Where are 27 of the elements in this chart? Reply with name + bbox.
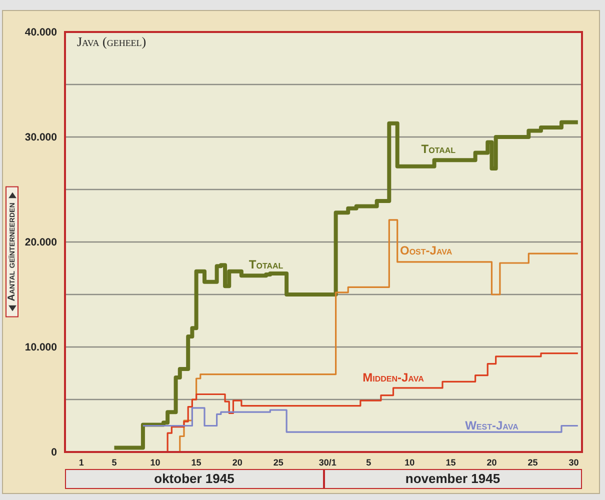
x-tick-label: 30/1 (318, 457, 336, 468)
x-tick-label: 5 (112, 457, 117, 468)
y-tick-label: 10.000 (24, 342, 58, 354)
series-label: West-Java (465, 418, 519, 433)
y-axis-title: Aantal geïnterneerden (6, 202, 18, 302)
y-tick-label: 30.000 (24, 132, 58, 144)
x-tick-label: 5 (366, 457, 372, 468)
series-label: Oost-Java (400, 244, 452, 258)
x-tick-label: 10 (150, 457, 160, 468)
x-tick-label: 10 (404, 457, 415, 468)
series-label: Totaal (248, 257, 284, 272)
text: oktober 1945 (65, 469, 324, 489)
y-tick-label: 20.000 (24, 236, 58, 249)
x-tick-label: 20 (232, 457, 242, 468)
y-tick-label: 40.000 (24, 26, 58, 39)
x-tick-label: 1 (78, 457, 84, 468)
x-tick-label: 15 (446, 457, 456, 468)
annotation: Totaal (421, 142, 456, 156)
chart-title: Java (geheel) (77, 34, 146, 50)
x-tick-label: 20 (486, 457, 497, 468)
x-tick-label: 15 (191, 457, 202, 468)
x-tick-label: 25 (528, 457, 538, 468)
x-tick-label: 25 (273, 457, 284, 468)
series-label: Midden-Java (362, 370, 424, 385)
text: november 1945 (324, 469, 582, 489)
y-tick-label: 0 (51, 446, 58, 459)
x-tick-label: 30 (568, 457, 579, 468)
